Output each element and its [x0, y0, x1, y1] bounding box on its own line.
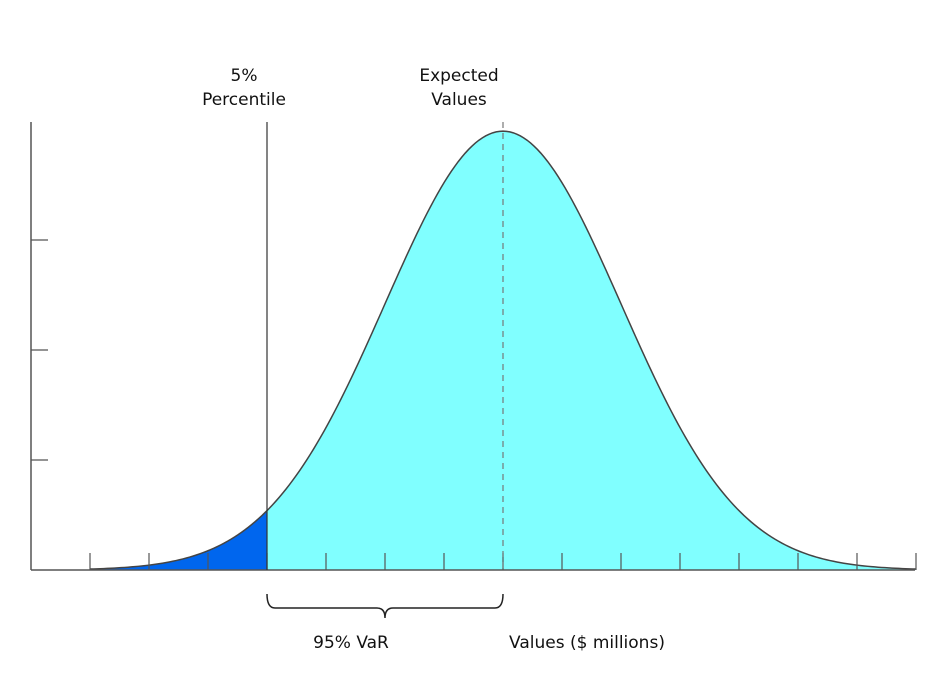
- x-axis-label: Values ($ millions): [509, 633, 665, 653]
- var-brace: [266, 593, 504, 619]
- density-curve: [89, 130, 917, 570]
- var-label: 95% VaR: [313, 633, 389, 653]
- expected-label-line2: Values: [431, 90, 487, 110]
- expected-label-line1: Expected: [419, 66, 498, 86]
- percentile-label-line2: Percentile: [202, 90, 286, 110]
- tail-region-area: [90, 510, 267, 570]
- percentile-label-line1: 5%: [231, 66, 258, 86]
- main-region-area: [267, 131, 916, 570]
